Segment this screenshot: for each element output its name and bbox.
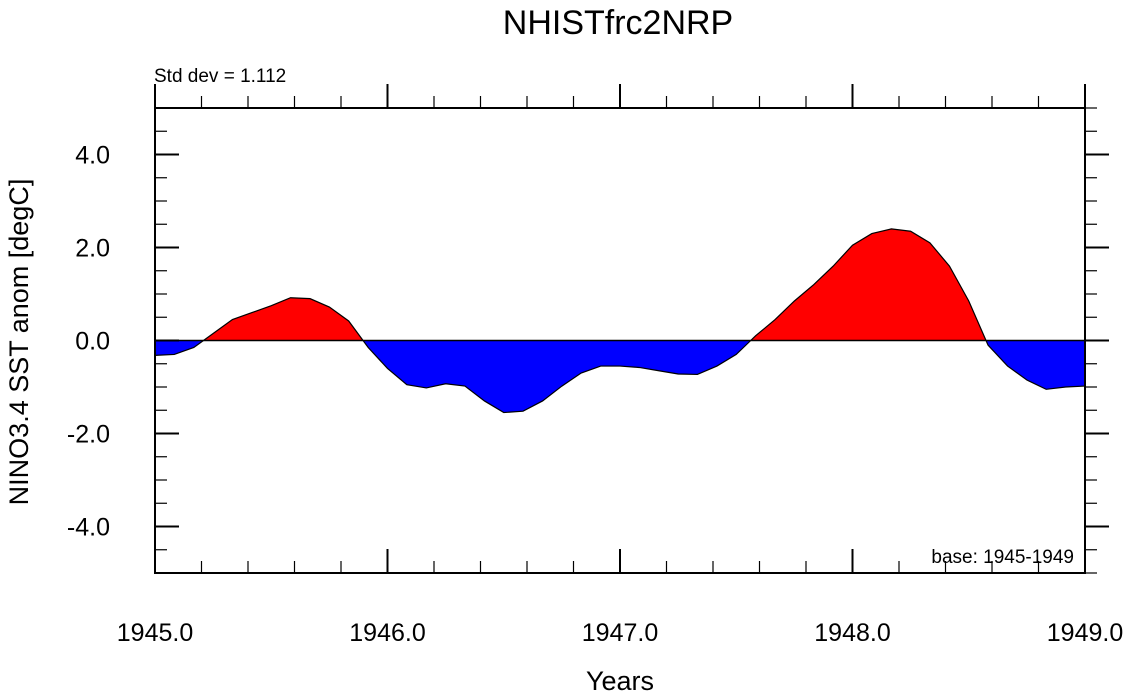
x-tick-label: 1949.0: [1047, 619, 1123, 647]
data-point: [774, 318, 776, 320]
data-point: [483, 400, 485, 402]
data-point: [328, 306, 330, 308]
y-tick-label: -2.0: [67, 421, 110, 449]
data-point: [890, 228, 892, 230]
data-point: [619, 365, 621, 367]
base-period-annotation: base: 1945-1949: [931, 547, 1074, 568]
data-point: [406, 383, 408, 385]
data-point: [444, 383, 446, 385]
data-point: [1065, 386, 1067, 388]
y-tick-label: -4.0: [67, 514, 110, 542]
x-tick-label: 1945.0: [117, 619, 193, 647]
data-point: [638, 366, 640, 368]
positive-anomaly-fill: [155, 228, 1085, 341]
chart-title: NHISTfrc2NRP: [503, 4, 733, 42]
data-point: [716, 365, 718, 367]
x-tick-label: 1947.0: [582, 619, 658, 647]
y-tick-label: 4.0: [75, 142, 110, 170]
data-point: [1026, 379, 1028, 381]
data-point: [580, 372, 582, 374]
data-point: [561, 385, 563, 387]
data-point: [812, 284, 814, 286]
data-point: [425, 387, 427, 389]
data-point: [289, 297, 291, 299]
data-point: [832, 265, 834, 267]
data-point: [173, 353, 175, 355]
data-point: [212, 332, 214, 334]
data-point: [871, 232, 873, 234]
data-point: [948, 265, 950, 267]
data-point: [793, 300, 795, 302]
x-tick-label: 1948.0: [814, 619, 890, 647]
data-point: [600, 365, 602, 367]
data-point: [193, 346, 195, 348]
data-point: [541, 400, 543, 402]
series-line: [154, 228, 1086, 414]
data-point: [231, 318, 233, 320]
data-point: [464, 385, 466, 387]
data-point: [386, 367, 388, 369]
data-point: [851, 244, 853, 246]
y-tick-label: 2.0: [75, 235, 110, 263]
y-axis-label: NINO3.4 SST anom [degC]: [4, 179, 34, 506]
data-point: [754, 335, 756, 337]
data-point: [968, 300, 970, 302]
std-dev-annotation: Std dev = 1.112: [154, 66, 286, 87]
data-point: [987, 344, 989, 346]
data-point: [503, 411, 505, 413]
negative-anomaly-fill: [155, 340, 1085, 413]
data-point: [309, 297, 311, 299]
x-axis-label: Years: [586, 666, 654, 696]
data-point: [522, 410, 524, 412]
data-point: [251, 311, 253, 313]
data-point: [658, 370, 660, 372]
data-point: [696, 373, 698, 375]
data-point: [1006, 365, 1008, 367]
data-point: [270, 304, 272, 306]
data-point: [347, 320, 349, 322]
x-tick-label: 1946.0: [349, 619, 425, 647]
data-point: [677, 373, 679, 375]
data-point: [929, 242, 931, 244]
data-point: [909, 230, 911, 232]
data-point: [1045, 388, 1047, 390]
data-point: [367, 346, 369, 348]
y-tick-label: 0.0: [75, 328, 110, 356]
data-point: [735, 353, 737, 355]
